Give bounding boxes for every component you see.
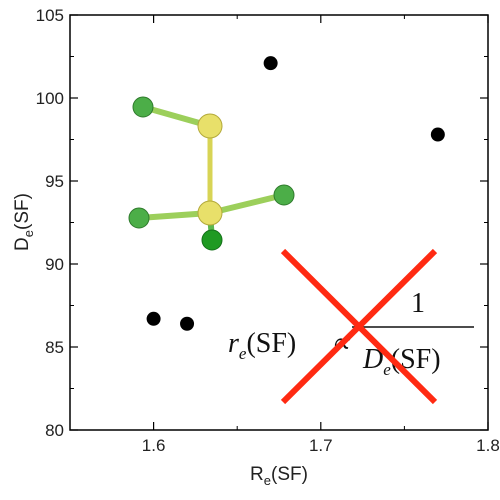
y-tick-label: 100 — [36, 89, 64, 108]
y-axis-label-rest: (SF) — [12, 193, 33, 230]
x-tick-label: 1.8 — [476, 436, 500, 455]
y-tick-label: 90 — [45, 255, 64, 274]
sulfur-atom — [197, 113, 223, 139]
y-tick-label: 85 — [45, 338, 64, 357]
formula-lhs-sub: e — [239, 344, 247, 363]
formula-denominator-main: D — [362, 344, 383, 375]
formula-lhs-rest: (SF) — [246, 328, 296, 359]
axis-ticks — [69, 14, 489, 431]
formula-numerator: 1 — [411, 288, 425, 319]
x-axis-label-rest: (SF) — [271, 464, 308, 485]
y-tick-labels: 80 85 90 95 100 105 — [36, 6, 64, 440]
x-axis-label: Re(SF) — [250, 464, 308, 488]
data-point — [146, 311, 161, 326]
data-point — [263, 56, 278, 71]
sulfur-atom — [197, 200, 223, 226]
x-axis-label-main: R — [250, 464, 264, 485]
y-tick-label: 80 — [45, 421, 64, 440]
x-tick-label: 1.7 — [309, 436, 333, 455]
y-axis-label-sub: e — [21, 230, 36, 237]
formula-lhs-main: r — [228, 328, 239, 359]
fluorine-atom — [273, 184, 295, 206]
molecule-illustration — [128, 96, 295, 251]
red-cross-mark — [280, 248, 438, 405]
data-point — [180, 316, 195, 331]
y-tick-label: 105 — [36, 6, 64, 25]
formula-denominator-rest: (SF) — [391, 344, 441, 375]
fluorine-atom — [128, 207, 150, 229]
y-axis-label: De(SF) — [12, 193, 36, 251]
formula-lhs: re(SF) — [228, 328, 296, 363]
formula-denominator: De(SF) — [362, 344, 441, 379]
x-tick-labels: 1.6 1.7 1.8 — [142, 436, 500, 455]
data-point — [430, 127, 445, 142]
molecule-bond — [209, 192, 285, 216]
fluorine-atom — [201, 229, 223, 251]
cross-stroke — [280, 248, 438, 405]
fluorine-atom — [132, 96, 154, 118]
formula-denominator-sub: e — [383, 360, 391, 379]
y-tick-label: 95 — [45, 172, 64, 191]
x-axis-label-sub: e — [264, 473, 271, 488]
y-axis-label-main: D — [12, 237, 33, 251]
x-tick-label: 1.6 — [142, 436, 166, 455]
data-points — [146, 56, 445, 331]
formula-annotation: re(SF) ∝ 1 De(SF) — [228, 288, 474, 379]
